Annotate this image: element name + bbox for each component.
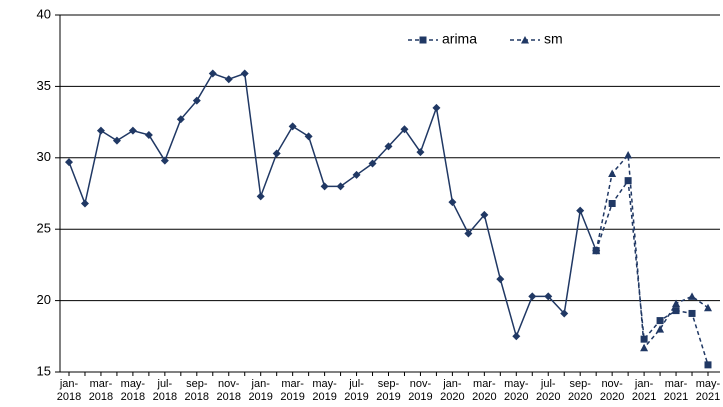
marker	[576, 206, 585, 215]
marker	[112, 136, 121, 145]
marker	[496, 275, 505, 284]
series-line	[595, 153, 709, 350]
marker	[416, 148, 425, 157]
x-tick-label: nov- 2019	[408, 378, 433, 403]
marker	[288, 122, 297, 131]
x-tick-label: jan- 2019	[248, 378, 273, 403]
x-tick-label: jan- 2021	[631, 378, 657, 403]
marker	[160, 156, 169, 165]
x-tick-label: mar- 2021	[663, 378, 689, 403]
marker	[352, 170, 361, 179]
x-tick-label: sep- 2020	[567, 378, 593, 403]
marker	[672, 307, 680, 315]
legend-label: sm	[544, 31, 563, 47]
x-tick-label: jul- 2019	[344, 378, 369, 403]
marker	[592, 246, 601, 255]
x-tick-label: mar- 2018	[88, 378, 114, 403]
marker	[512, 332, 521, 341]
x-tick-label: may- 2021	[695, 378, 721, 403]
marker	[256, 192, 265, 201]
x-tick-label: may- 2018	[120, 378, 146, 403]
x-tick-label: sep- 2018	[184, 378, 210, 403]
marker	[640, 343, 649, 352]
marker	[65, 158, 73, 167]
y-tick-label: 15	[37, 363, 51, 378]
marker	[464, 229, 473, 238]
x-tick-label: jul- 2018	[152, 378, 178, 403]
x-tick-label: jan- 2018	[56, 378, 82, 403]
x-tick-label: sep- 2019	[376, 378, 401, 403]
marker	[521, 36, 529, 44]
marker	[176, 115, 185, 124]
marker	[96, 126, 105, 135]
marker	[224, 75, 233, 84]
y-tick-label: 35	[37, 78, 51, 93]
y-tick-label: 40	[37, 6, 51, 21]
marker	[688, 309, 696, 317]
marker	[240, 69, 249, 78]
marker	[656, 317, 664, 325]
marker	[672, 299, 681, 307]
legend-label: arima	[442, 31, 477, 47]
marker	[656, 325, 665, 333]
marker	[432, 103, 441, 112]
marker	[480, 210, 489, 219]
marker	[128, 126, 137, 135]
x-tick-label: mar- 2020	[472, 378, 497, 403]
x-tick-label: may- 2020	[504, 378, 529, 403]
x-tick-label: jul- 2020	[536, 378, 561, 403]
marker	[192, 96, 201, 105]
marker	[560, 309, 569, 318]
marker	[419, 36, 427, 44]
marker	[688, 292, 697, 300]
x-tick-label: may- 2019	[312, 378, 337, 403]
x-tick-label: mar- 2019	[280, 378, 305, 403]
marker	[608, 199, 616, 207]
marker	[624, 150, 633, 159]
x-tick-label: jan- 2020	[440, 378, 465, 403]
marker	[704, 303, 712, 312]
marker	[528, 292, 537, 301]
marker	[80, 199, 89, 208]
y-tick-label: 25	[37, 221, 51, 236]
series-line	[68, 72, 597, 339]
y-tick-label: 30	[37, 149, 51, 164]
series-line	[595, 178, 709, 366]
marker	[544, 292, 553, 301]
marker	[608, 169, 617, 178]
marker	[144, 130, 153, 139]
x-tick-label: nov- 2020	[599, 378, 625, 403]
marker	[400, 125, 409, 134]
y-tick-label: 20	[37, 292, 51, 307]
marker	[624, 177, 632, 185]
marker	[304, 132, 313, 141]
marker	[704, 361, 712, 369]
marker	[336, 182, 345, 191]
x-tick-label: nov- 2018	[216, 378, 241, 403]
marker	[320, 182, 329, 191]
marker	[272, 149, 281, 158]
marker	[208, 69, 217, 78]
marker	[384, 142, 393, 151]
marker	[368, 159, 377, 168]
marker	[448, 198, 457, 207]
